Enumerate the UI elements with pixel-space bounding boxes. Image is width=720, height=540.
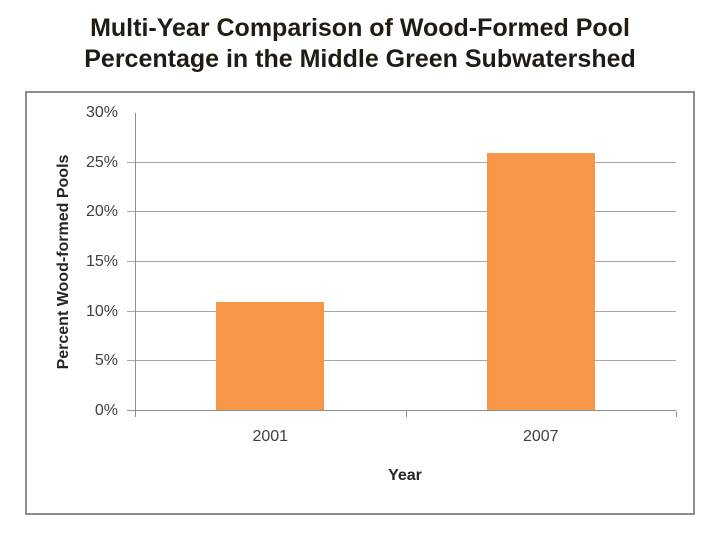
x-axis-tick bbox=[406, 411, 407, 417]
plot-area bbox=[127, 113, 677, 417]
x-axis-title: Year bbox=[388, 467, 422, 484]
y-axis-line bbox=[135, 113, 136, 411]
x-axis-line bbox=[127, 410, 676, 411]
y-tick-label: 30% bbox=[85, 104, 118, 121]
bar-2001 bbox=[216, 301, 325, 410]
chart-title-line-1: Multi-Year Comparison of Wood-Formed Poo… bbox=[90, 14, 630, 42]
y-tick-label: 25% bbox=[85, 153, 118, 171]
y-tick-label: 5% bbox=[94, 352, 118, 370]
chart-title: Multi-Year Comparison of Wood-Formed Poo… bbox=[0, 13, 720, 75]
gridline bbox=[127, 310, 676, 312]
gridline bbox=[127, 261, 676, 262]
y-tick-label: 20% bbox=[85, 203, 118, 221]
chart-frame: Percent Wood-formed Pools Year 0% 5% 10% 15… bbox=[25, 91, 695, 515]
y-tick-label: 10% bbox=[85, 302, 118, 320]
x-axis-tick bbox=[135, 411, 136, 417]
y-tick-label: 0% bbox=[94, 402, 118, 419]
y-tick-label: 15% bbox=[85, 253, 118, 270]
gridline bbox=[127, 161, 676, 163]
x-category-label: 2007 bbox=[522, 428, 559, 445]
bar-2007 bbox=[486, 152, 595, 410]
x-axis-tick bbox=[676, 411, 677, 417]
gridline bbox=[127, 360, 676, 362]
gridline bbox=[127, 211, 676, 213]
chart-title-line-2: Percentage in the Middle Green Subwaters… bbox=[84, 45, 636, 73]
x-category-label: 2001 bbox=[252, 428, 289, 445]
